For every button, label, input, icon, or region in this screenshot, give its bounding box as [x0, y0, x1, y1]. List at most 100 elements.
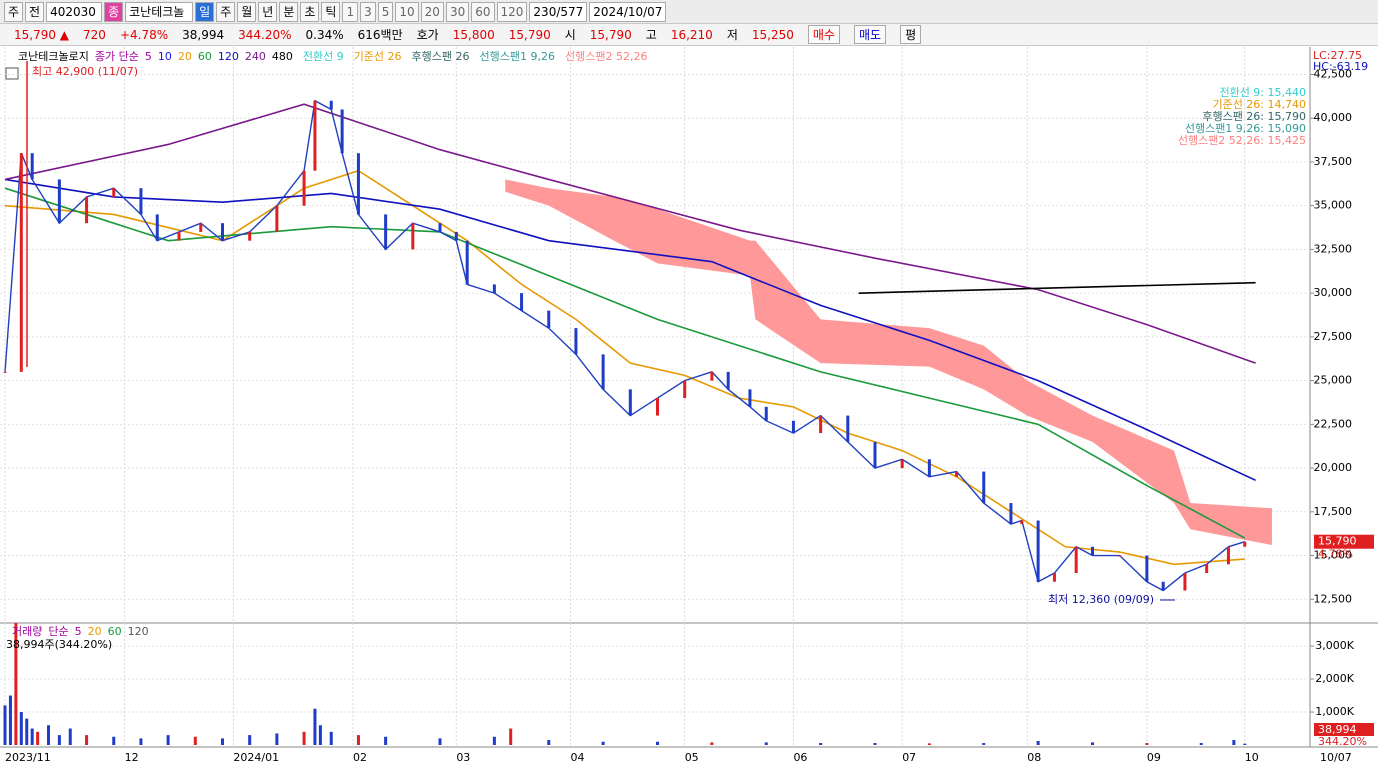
- volume-bar: [384, 736, 388, 745]
- toolbar-button[interactable]: 주: [216, 1, 236, 22]
- candle: [900, 459, 904, 469]
- candle: [1009, 503, 1013, 525]
- toolbar-button[interactable]: 120: [496, 1, 528, 22]
- volume-bar: [1243, 743, 1247, 745]
- hc-label: HC:-63.19: [1313, 60, 1368, 73]
- x-tick-label: 05: [685, 751, 699, 764]
- candle: [520, 293, 524, 311]
- ichimoku-value: 선행스팬2 52,26: 15,425: [1178, 134, 1306, 147]
- candle: [547, 310, 551, 329]
- toolbar-button[interactable]: 20: [420, 1, 444, 22]
- toolbar-button[interactable]: 전: [25, 1, 45, 22]
- order-button[interactable]: 평: [900, 25, 922, 44]
- volume-bar: [57, 735, 61, 745]
- volume-bar: [438, 738, 442, 745]
- volume-bar: [764, 742, 768, 745]
- info-field: 16,210: [670, 27, 713, 42]
- info-field: 고: [645, 28, 657, 42]
- legend-entry: 240: [245, 50, 266, 63]
- volume-bar: [139, 738, 143, 745]
- candle: [1226, 546, 1230, 565]
- volume-bar: [927, 743, 931, 745]
- volume-legend: 거래량 단순 5 20 60 120: [12, 625, 149, 638]
- toolbar-button[interactable]: 2024/10/07: [589, 1, 667, 22]
- volume-bar: [656, 741, 659, 745]
- ma-line: [858, 281, 1256, 294]
- volume-bar: [85, 735, 89, 745]
- volume-bar: [248, 735, 252, 745]
- ichimoku-value: 후행스팬 26: 15,790: [1202, 110, 1306, 123]
- toolbar-button[interactable]: 10: [395, 1, 419, 22]
- x-tick-label: 04: [571, 751, 585, 764]
- ma-label: 종가 단순: [95, 50, 139, 63]
- volume-last-label: 38,994주(344.20%): [6, 638, 112, 651]
- order-button[interactable]: 매수: [807, 25, 840, 44]
- volume-bar: [3, 705, 7, 745]
- x-tick-label: 08: [1027, 751, 1041, 764]
- info-bar: 15,790 ▲ 720 +4.78% 38,994 344.20% 0.34% 616백만…: [0, 24, 1378, 46]
- toolbar-button[interactable]: 30: [445, 1, 470, 22]
- info-field: 시: [564, 28, 576, 42]
- info-field: 616백만: [357, 28, 403, 42]
- candle: [465, 240, 469, 285]
- x-tick-label: 06: [793, 751, 807, 764]
- toolbar-button[interactable]: 230/577: [529, 1, 588, 22]
- y-tick-label: 42,500: [1314, 67, 1353, 80]
- last-price-label: 15,790: [1318, 535, 1357, 548]
- toolbar-button[interactable]: 402030: [46, 1, 103, 22]
- price-line: [4, 99, 1245, 592]
- toolbar-button[interactable]: 1: [342, 1, 359, 22]
- candle: [791, 420, 795, 434]
- ichimoku-cloud: [505, 179, 1272, 546]
- toolbar-button[interactable]: 3: [360, 1, 376, 22]
- legend-row: 코난테크놀로지 종가 단순 5 10 20 60 120 240 480 전환선 9 기준선 26 후…: [18, 50, 647, 63]
- table-icon: [5, 67, 19, 80]
- toolbar-button[interactable]: 월: [237, 1, 257, 22]
- volume-bar: [1091, 742, 1094, 745]
- candle: [846, 415, 850, 442]
- toolbar-button[interactable]: 5: [377, 1, 394, 22]
- toolbar-button[interactable]: 틱: [321, 1, 341, 22]
- candle: [726, 371, 730, 390]
- order-button[interactable]: 매도: [853, 25, 887, 44]
- volume-bar: [112, 736, 116, 745]
- legend-entry: 5: [75, 625, 82, 638]
- y-tick-label: 15,000: [1314, 549, 1353, 562]
- candle: [221, 223, 224, 241]
- y-tick-label: 3,000K: [1315, 639, 1354, 652]
- info-field: 15,790: [589, 27, 632, 42]
- candle: [982, 471, 986, 504]
- toolbar-button[interactable]: 분: [279, 1, 299, 22]
- candle: [601, 354, 605, 390]
- toolbar-button[interactable]: 60: [471, 1, 495, 22]
- candle: [1243, 541, 1247, 547]
- ma-line: [4, 103, 1256, 364]
- toolbar-button[interactable]: 일: [195, 1, 215, 22]
- candle: [1036, 520, 1040, 582]
- toolbar-button[interactable]: 초: [300, 1, 320, 22]
- toolbar-button[interactable]: 코난테크놀: [125, 1, 194, 22]
- volume-bar: [221, 738, 224, 745]
- y-tick-label: 1,000K: [1315, 705, 1354, 718]
- candle: [1145, 555, 1149, 582]
- info-field: 호가: [416, 28, 439, 42]
- toolbar-button[interactable]: 년: [258, 1, 278, 22]
- volume-last-value: 38,994: [1318, 723, 1357, 736]
- candle: [492, 284, 496, 294]
- candle: [656, 398, 659, 416]
- legend-entry: 5: [145, 50, 152, 63]
- info-field: 저: [726, 28, 738, 42]
- toolbar-button[interactable]: 주: [4, 1, 24, 22]
- toolbar-button[interactable]: 종: [104, 1, 124, 22]
- ichimoku-value: 전환선 9: 15,440: [1219, 86, 1306, 99]
- y-tick-label: 37,500: [1314, 155, 1353, 168]
- candle: [3, 371, 7, 373]
- y-tick-label: 30,000: [1314, 286, 1353, 299]
- ma-label: 단순: [48, 625, 68, 638]
- change-label: 4.78%: [1318, 548, 1353, 561]
- candle: [248, 231, 252, 241]
- candle: [683, 380, 687, 399]
- volume-bar: [318, 725, 322, 745]
- info-field: 15,800: [452, 27, 495, 42]
